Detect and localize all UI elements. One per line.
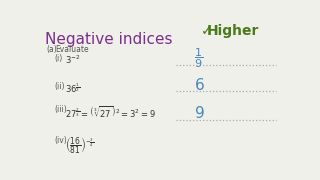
Text: $36^{\frac{1}{2}}$: $36^{\frac{1}{2}}$ [65, 82, 80, 95]
Text: Higher: Higher [207, 24, 259, 38]
Text: Evaluate: Evaluate [55, 45, 89, 54]
Text: $\dfrac{1}{9}$: $\dfrac{1}{9}$ [194, 46, 204, 70]
Text: $9$: $9$ [194, 105, 204, 121]
Text: $\left(\dfrac{16}{81}\right)^{-\frac{3}{4}}$: $\left(\dfrac{16}{81}\right)^{-\frac{3}{… [65, 136, 94, 156]
Text: $3^{-2}$: $3^{-2}$ [65, 54, 80, 66]
Text: (a): (a) [46, 45, 57, 54]
Text: Negative indices: Negative indices [45, 32, 172, 47]
Text: (iv): (iv) [54, 136, 67, 145]
Text: (iii): (iii) [54, 105, 67, 114]
Text: $6$: $6$ [194, 77, 204, 93]
Text: $27^{\frac{2}{3}} = \left(\sqrt[3]{27}\right)^{2} = 3^{2} = 9$: $27^{\frac{2}{3}} = \left(\sqrt[3]{27}\r… [65, 105, 156, 120]
Text: (i): (i) [54, 54, 62, 63]
Text: (ii): (ii) [54, 82, 64, 91]
Text: ✓: ✓ [200, 24, 212, 38]
